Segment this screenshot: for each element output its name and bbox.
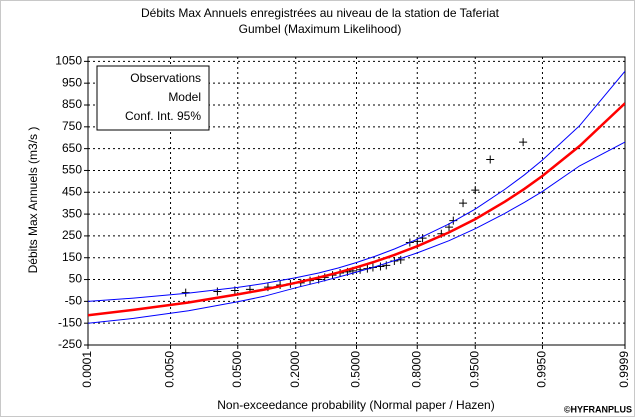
observation bbox=[445, 223, 454, 232]
observation bbox=[486, 155, 495, 164]
x-tick-label: 0.9950 bbox=[535, 351, 549, 388]
observation bbox=[396, 255, 405, 264]
y-tick-label: 250 bbox=[62, 228, 82, 242]
y-tick-label: 150 bbox=[62, 250, 82, 264]
y-tick-label: 950 bbox=[62, 75, 82, 89]
x-tick-label: 0.0001 bbox=[80, 351, 94, 388]
observation bbox=[213, 287, 222, 296]
x-tick-label: 0.0050 bbox=[163, 351, 177, 388]
x-tick-label: 0.8000 bbox=[409, 351, 423, 388]
ci-lower bbox=[88, 141, 625, 324]
y-tick-label: 850 bbox=[62, 97, 82, 111]
observation bbox=[519, 138, 528, 147]
legend-entry: Conf. Int. 95% bbox=[125, 109, 201, 123]
plot-frame bbox=[87, 56, 626, 346]
x-tick-label: 0.2000 bbox=[288, 351, 302, 388]
observation bbox=[449, 216, 458, 225]
y-tick-label: 650 bbox=[62, 141, 82, 155]
y-tick-label: -250 bbox=[58, 337, 82, 351]
y-tick-label: -150 bbox=[58, 315, 82, 329]
plot-area bbox=[88, 70, 625, 324]
observation bbox=[459, 199, 468, 208]
y-tick-label: 450 bbox=[62, 184, 82, 198]
x-axis-label: Non-exceedance probability (Normal paper… bbox=[217, 398, 494, 412]
x-tick-label: 0.9999 bbox=[617, 351, 631, 388]
x-tick-label: 0.5000 bbox=[349, 351, 363, 388]
y-tick-label: 550 bbox=[62, 163, 82, 177]
y-tick-label: 50 bbox=[69, 272, 83, 286]
ci-upper bbox=[88, 70, 625, 302]
y-tick-label: 350 bbox=[62, 206, 82, 220]
y-tick-label: 750 bbox=[62, 119, 82, 133]
observation bbox=[471, 186, 480, 195]
model-line bbox=[88, 102, 625, 317]
chart-subtitle: Gumbel (Maximum Likelihood) bbox=[239, 22, 402, 36]
legend-entry: Model bbox=[168, 90, 201, 104]
credit: ©HYFRANPLUS bbox=[564, 404, 632, 414]
chart-title: Débits Max Annuels enregistrées au nivea… bbox=[141, 6, 500, 20]
y-tick-label: -50 bbox=[65, 294, 83, 308]
y-axis-label: Débits Max Annuels (m3/s ) bbox=[26, 127, 40, 274]
legend-entry: Observations bbox=[130, 71, 201, 85]
x-tick-label: 0.0500 bbox=[230, 351, 244, 388]
y-tick-label: 1050 bbox=[55, 54, 82, 68]
x-tick-label: 0.9500 bbox=[467, 351, 481, 388]
legend-box bbox=[96, 65, 210, 131]
